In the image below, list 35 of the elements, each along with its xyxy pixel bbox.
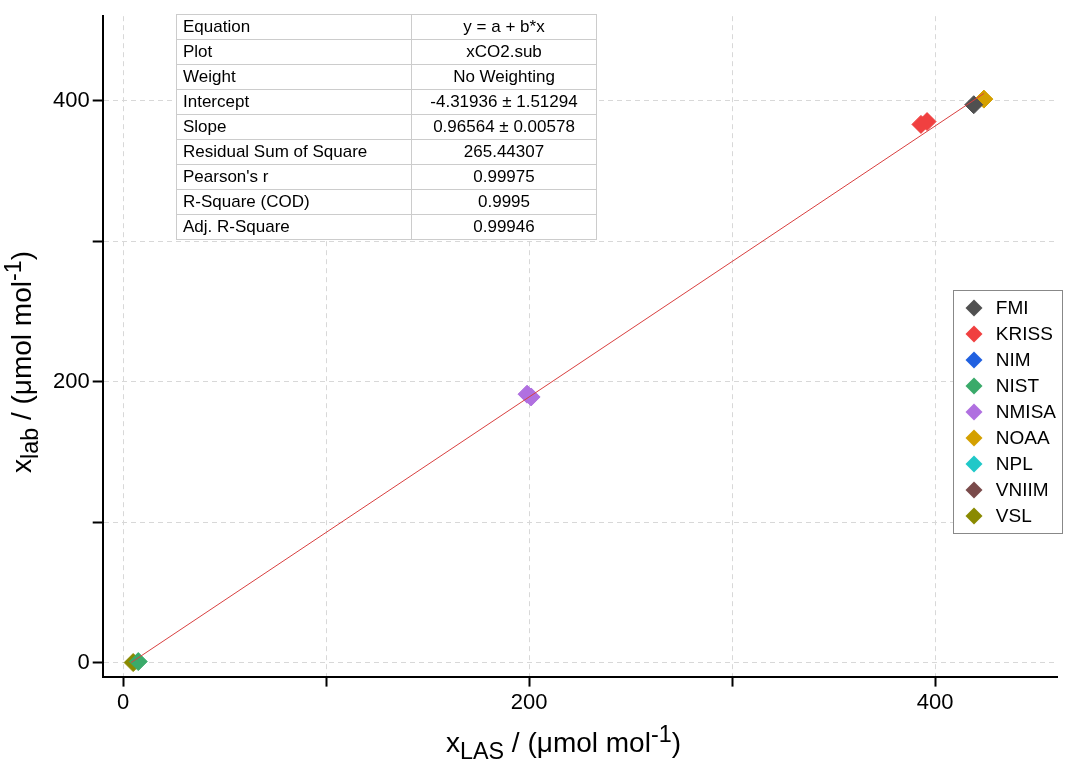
legend-label: NIST — [995, 375, 1040, 397]
annotation: 0.96564 ± 0.00578 — [411, 114, 597, 140]
annotation: -4.31936 ± 1.51294 — [411, 89, 597, 115]
annotation: 0.99946 — [411, 214, 597, 240]
x-tick-label: 0 — [116, 688, 130, 714]
annotation: Equation — [176, 14, 412, 40]
annotation: 0.99975 — [411, 164, 597, 190]
legend-label: FMI — [995, 297, 1029, 319]
annotation: 265.44307 — [411, 139, 597, 165]
annotation: Residual Sum of Square — [176, 139, 412, 165]
annotation: Pearson's r — [176, 164, 412, 190]
annotation: Weight — [176, 64, 412, 90]
annotation: R-Square (COD) — [176, 189, 412, 215]
legend-label: KRISS — [995, 323, 1053, 345]
y-tick-label: 400 — [52, 86, 90, 112]
y-tick-label: 200 — [52, 367, 90, 393]
annotation: y = a + b*x — [411, 14, 597, 40]
annotation: Intercept — [176, 89, 412, 115]
x-tick-label: 400 — [916, 688, 954, 714]
annotation: xCO2.sub — [411, 39, 597, 65]
legend-label: VSL — [995, 505, 1032, 527]
legend-label: NIM — [995, 349, 1031, 371]
annotation: 0.9995 — [411, 189, 597, 215]
annotation: Plot — [176, 39, 412, 65]
x-tick-label: 200 — [510, 688, 548, 714]
annotation: Adj. R-Square — [176, 214, 412, 240]
legend-label: NPL — [995, 453, 1033, 475]
annotation: No Weighting — [411, 64, 597, 90]
y-tick-label: 0 — [77, 648, 90, 674]
legend-label: VNIIM — [995, 479, 1049, 501]
annotation: Slope — [176, 114, 412, 140]
point — [128, 652, 148, 672]
legend-label: NMISA — [995, 401, 1056, 423]
x-axis-title: x$_{LAS}$ / (μmol mol$^{-1}$) — [445, 721, 682, 765]
legend-label: NOAA — [995, 427, 1050, 449]
